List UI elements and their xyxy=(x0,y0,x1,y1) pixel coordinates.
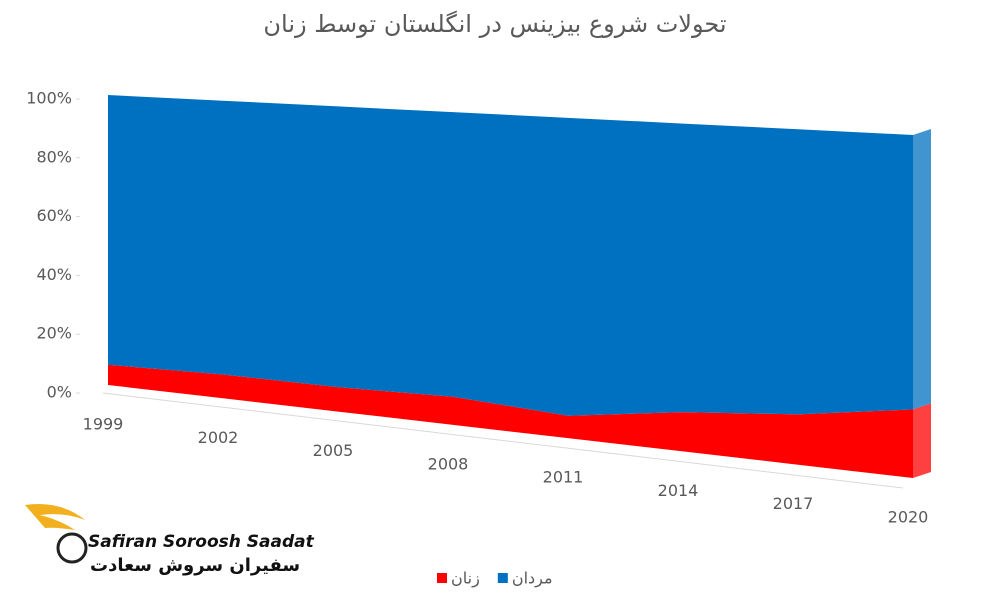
y-tick-label: 60% xyxy=(36,206,72,225)
area xyxy=(108,364,913,478)
y-tick-label: 100% xyxy=(26,89,72,108)
area xyxy=(108,95,913,416)
x-tick-label: 2020 xyxy=(888,508,929,527)
x-tick-label: 2017 xyxy=(773,494,814,513)
logo-persian: سفیران سروش سعادت xyxy=(90,555,300,576)
logo: Safiran Soroosh Saadat سفیران سروش سعادت xyxy=(25,504,315,576)
chart-title: تحولات شروع بیزینس در انگلستان توسط زنان xyxy=(263,10,726,38)
x-tick-label: 2005 xyxy=(313,441,354,460)
x-tick-label: 2011 xyxy=(543,468,584,487)
logo-mark xyxy=(56,532,88,564)
y-tick-label: 40% xyxy=(36,265,72,284)
y-tick-label: 0% xyxy=(47,383,72,402)
legend-label: زنان xyxy=(451,569,480,589)
axis-line xyxy=(102,392,904,489)
area-side xyxy=(913,403,931,478)
logo-wing xyxy=(25,504,85,530)
x-tick-label: 1999 xyxy=(83,415,124,434)
legend-label: مردان xyxy=(512,569,553,589)
x-tick-label: 2002 xyxy=(198,428,239,447)
area-side xyxy=(913,129,931,410)
legend-swatch xyxy=(497,573,508,583)
x-tick-label: 2014 xyxy=(658,481,699,500)
logo-latin: Safiran Soroosh Saadat xyxy=(88,532,315,552)
legend-swatch xyxy=(437,573,447,583)
y-tick-label: 80% xyxy=(36,147,72,166)
x-tick-label: 2008 xyxy=(428,454,469,473)
y-tick-label: 20% xyxy=(36,324,72,343)
